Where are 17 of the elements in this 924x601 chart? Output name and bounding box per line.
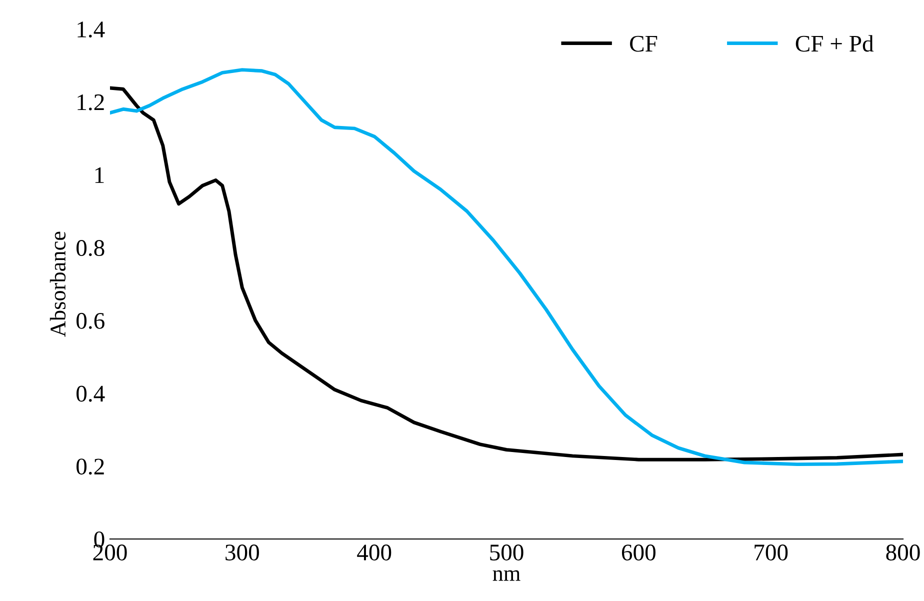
x-tick-label: 700 (754, 544, 788, 560)
x-axis-title: nm (492, 570, 520, 581)
legend-label: CF (630, 36, 658, 52)
y-tick-label: 1.4 (78, 22, 105, 38)
y-tick-label: 1.2 (78, 94, 104, 110)
y-tick-label: 0.4 (76, 386, 105, 402)
y-tick-label: 0.2 (76, 458, 104, 475)
x-tick-label: 800 (886, 544, 920, 560)
y-tick-label: 1 (95, 167, 104, 183)
x-tick-label: 400 (357, 544, 392, 560)
y-tick-label: 0.8 (76, 240, 104, 256)
x-tick-label: 300 (226, 544, 259, 560)
x-tick-label: 500 (490, 544, 524, 560)
x-tick-label: 600 (622, 544, 656, 560)
y-tick-label: 0.6 (76, 312, 104, 329)
legend-label: CF + Pd (796, 35, 874, 52)
y-axis-title: Absorbance (50, 232, 66, 337)
